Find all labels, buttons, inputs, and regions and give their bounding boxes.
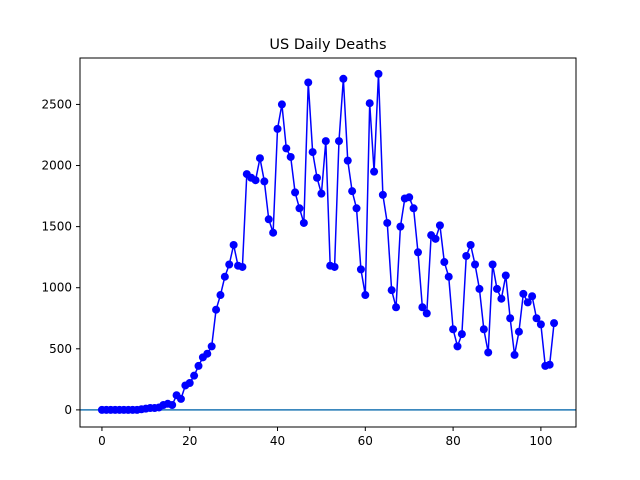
data-point <box>277 100 286 109</box>
data-point <box>475 284 484 293</box>
data-point <box>330 262 339 271</box>
data-point <box>514 327 523 336</box>
data-point <box>462 251 471 260</box>
data-point <box>238 262 247 271</box>
data-point <box>299 218 308 227</box>
data-point <box>286 152 295 161</box>
data-point <box>466 240 475 249</box>
data-point <box>435 221 444 230</box>
x-tick-label: 60 <box>358 434 373 448</box>
data-point <box>352 204 361 213</box>
data-point <box>255 154 264 163</box>
data-point <box>405 193 414 202</box>
series-layer <box>97 69 559 414</box>
chart-title: US Daily Deaths <box>269 37 386 53</box>
data-point <box>545 360 554 369</box>
data-point <box>519 289 528 298</box>
plot-frame <box>79 57 577 428</box>
x-tick-label: 0 <box>98 434 106 448</box>
data-point <box>273 124 282 133</box>
data-point <box>229 240 238 249</box>
y-tick-label: 1500 <box>41 220 72 234</box>
data-point <box>440 258 449 267</box>
data-point <box>418 303 427 312</box>
data-point <box>392 303 401 312</box>
data-point <box>449 325 458 334</box>
data-point <box>220 272 229 281</box>
y-tick-label: 500 <box>49 342 72 356</box>
data-point <box>453 342 462 351</box>
data-point <box>313 173 322 182</box>
data-point <box>374 69 383 78</box>
data-point <box>536 320 545 329</box>
data-point <box>251 176 260 185</box>
data-point <box>190 371 199 380</box>
data-point <box>413 248 422 257</box>
data-point <box>497 294 506 303</box>
data-point <box>216 291 225 300</box>
data-point <box>431 234 440 243</box>
data-point <box>212 305 221 314</box>
data-point <box>304 78 313 87</box>
data-point <box>334 137 343 146</box>
data-point <box>264 215 273 224</box>
data-point <box>387 286 396 295</box>
data-point <box>348 187 357 196</box>
data-point <box>422 309 431 318</box>
data-point <box>317 189 326 198</box>
data-point <box>282 144 291 153</box>
x-tick-label: 100 <box>529 434 552 448</box>
data-point <box>383 218 392 227</box>
data-point <box>510 350 519 359</box>
data-point <box>396 222 405 231</box>
x-tick-label: 20 <box>182 434 197 448</box>
y-tick-label: 0 <box>64 403 72 417</box>
data-point <box>343 156 352 165</box>
data-point <box>321 137 330 146</box>
data-point <box>339 74 348 83</box>
data-point <box>457 330 466 339</box>
data-point <box>370 167 379 176</box>
data-point <box>492 284 501 293</box>
data-point <box>444 272 453 281</box>
data-point <box>176 394 185 403</box>
data-point <box>532 314 541 323</box>
data-point <box>550 319 559 328</box>
data-point <box>365 99 374 108</box>
data-point <box>203 349 212 358</box>
x-tick-label: 40 <box>270 434 285 448</box>
data-point <box>471 260 480 269</box>
data-point <box>194 361 203 370</box>
data-point <box>484 348 493 357</box>
data-point <box>523 298 532 307</box>
y-tick-label: 2000 <box>41 159 72 173</box>
data-point <box>488 260 497 269</box>
data-point <box>409 204 418 213</box>
data-point <box>291 188 300 197</box>
data-point <box>295 204 304 213</box>
data-point <box>185 379 194 388</box>
data-point <box>308 148 317 157</box>
data-point <box>378 190 387 199</box>
axes-layer <box>79 57 577 428</box>
y-tick-label: 1000 <box>41 281 72 295</box>
data-point <box>168 401 177 410</box>
data-point <box>260 177 269 186</box>
data-point <box>528 292 537 301</box>
x-tick-label: 80 <box>445 434 460 448</box>
data-point <box>356 265 365 274</box>
data-point <box>225 260 234 269</box>
y-tick-label: 2500 <box>41 97 72 111</box>
data-point <box>269 228 278 237</box>
series-line <box>101 73 555 411</box>
data-point <box>479 325 488 334</box>
data-point <box>501 271 510 280</box>
data-point <box>361 291 370 300</box>
data-point <box>506 314 515 323</box>
data-point <box>207 342 216 351</box>
